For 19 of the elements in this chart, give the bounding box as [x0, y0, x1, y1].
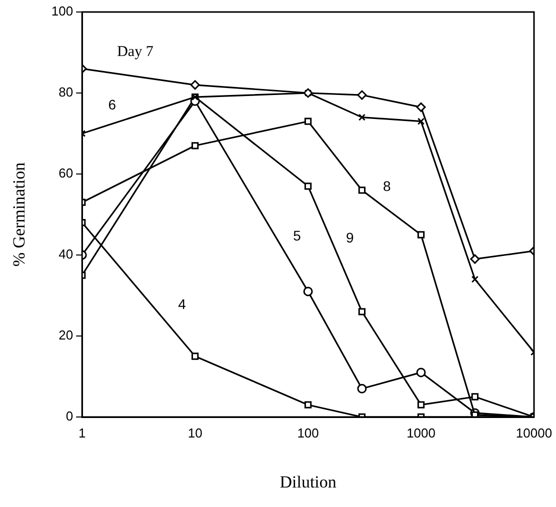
- x-axis-title: Dilution: [280, 472, 337, 492]
- y-tick-label: 40: [58, 246, 74, 262]
- y-tick-label: 0: [66, 408, 74, 424]
- series-label: 8: [383, 178, 392, 194]
- x-tick-label: 10: [188, 425, 202, 440]
- x-tick-label: 10000: [516, 425, 552, 440]
- y-axis-title: % Germination: [10, 162, 29, 267]
- series-label: 4: [178, 296, 186, 312]
- x-tick-label: 100: [297, 425, 319, 440]
- x-tick-label: 1: [78, 425, 86, 440]
- y-tick-label: 60: [58, 166, 74, 181]
- annotation: Day 7: [117, 44, 154, 60]
- y-tick-label: 20: [58, 328, 74, 343]
- y-tick-label: 100: [51, 4, 74, 19]
- x-tick-label: 1000: [406, 425, 436, 440]
- series-label: 9: [346, 230, 354, 246]
- series-label: 5: [293, 227, 302, 244]
- y-tick-label: 80: [58, 84, 74, 100]
- series-label: 6: [108, 96, 116, 112]
